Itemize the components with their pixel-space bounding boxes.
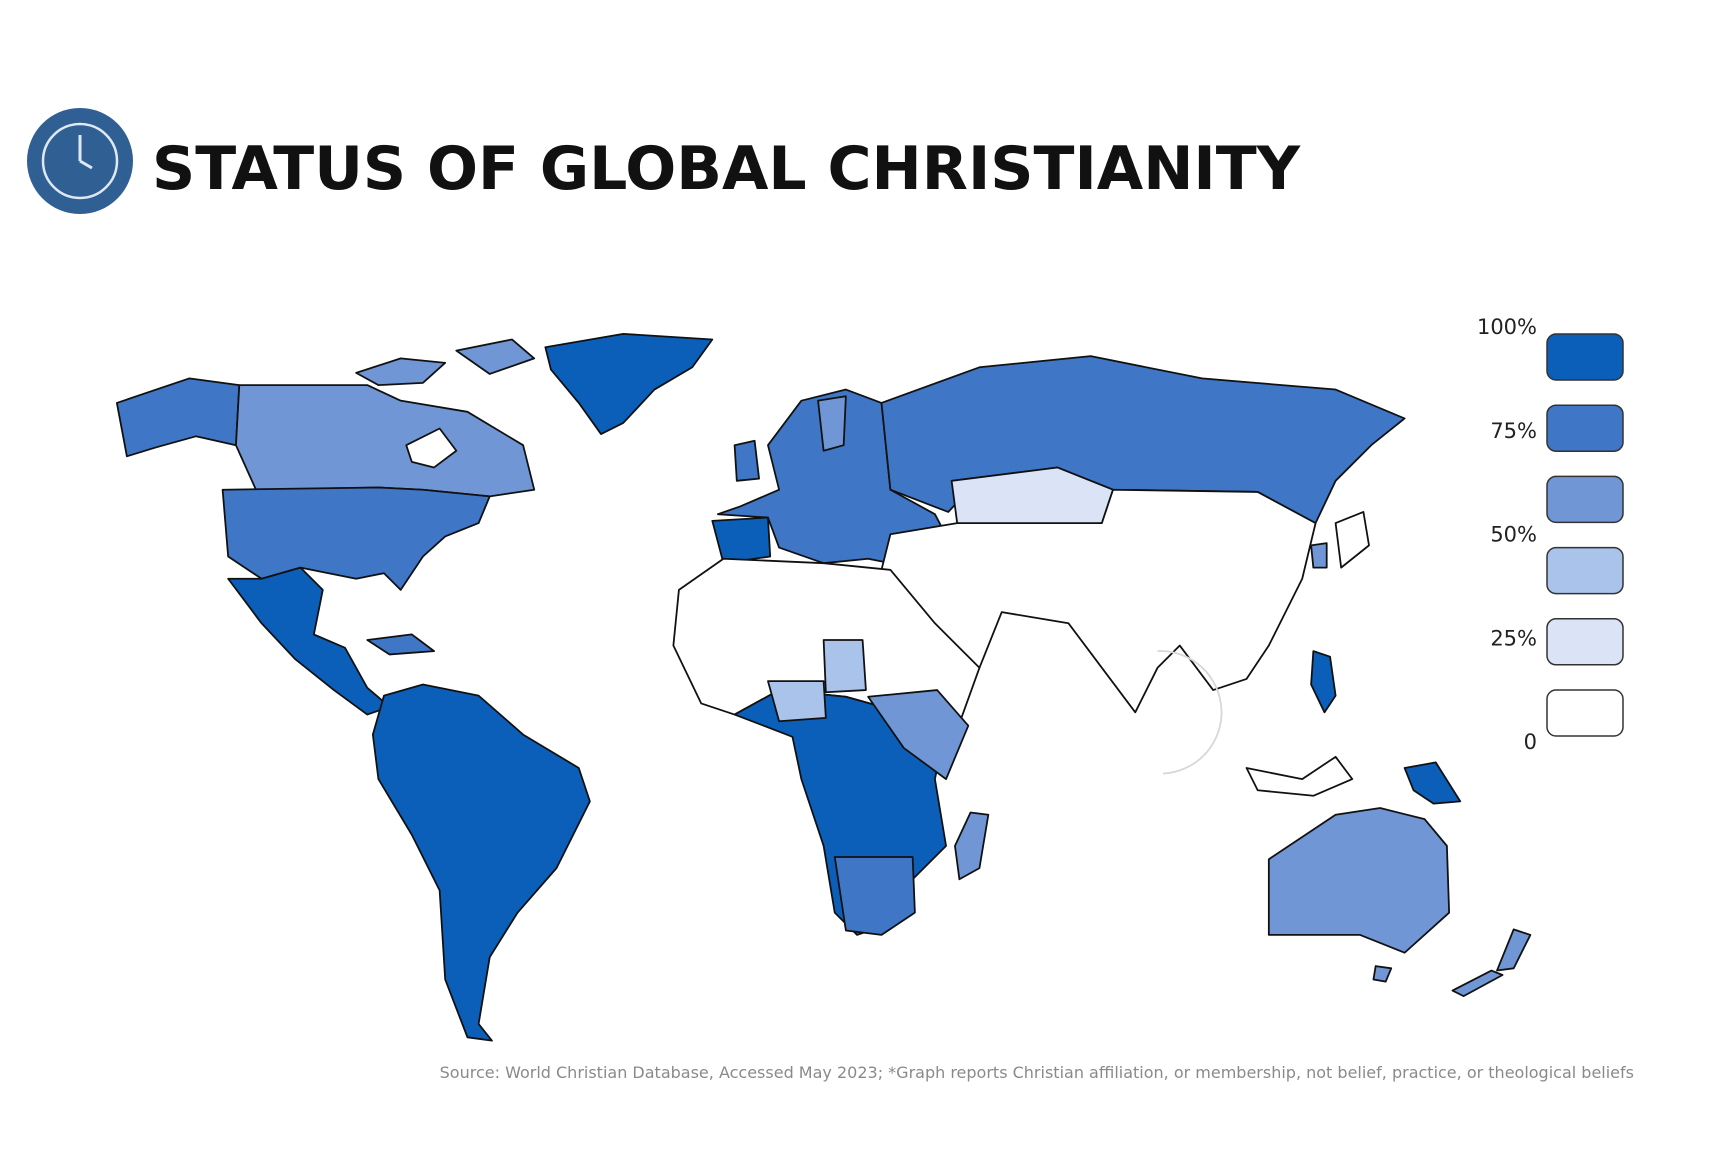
region	[833, 856, 916, 936]
region	[1451, 969, 1504, 998]
legend-label: 50%	[1490, 523, 1537, 547]
region	[1310, 542, 1328, 569]
region	[366, 633, 435, 656]
legend: 100% 75% 50% 25% 0	[1477, 315, 1624, 754]
region	[115, 377, 241, 458]
region	[355, 357, 447, 386]
region	[733, 439, 760, 482]
region	[1372, 965, 1393, 983]
region	[1334, 511, 1370, 569]
region	[716, 388, 959, 571]
region	[767, 680, 827, 723]
legend-label: 75%	[1490, 419, 1537, 443]
region	[544, 333, 714, 435]
region	[1496, 928, 1532, 972]
legend-label: 100%	[1477, 315, 1537, 339]
legend-label: 0	[1524, 730, 1537, 754]
region	[1267, 807, 1451, 954]
region	[1403, 761, 1462, 805]
region	[455, 338, 536, 375]
region	[235, 384, 536, 498]
region	[1310, 650, 1337, 714]
region	[711, 516, 772, 565]
world-map	[115, 333, 1532, 1042]
region	[1245, 755, 1354, 797]
region	[954, 811, 990, 881]
clock-icon	[27, 108, 133, 214]
legend-label: 25%	[1490, 626, 1537, 650]
region	[405, 427, 458, 469]
source-note: Source: World Christian Database, Access…	[440, 1063, 1634, 1082]
legend-swatch	[1546, 404, 1624, 452]
slide-title: STATUS OF GLOBAL CHRISTIANITY	[152, 134, 1302, 204]
legend-swatch	[1546, 689, 1624, 737]
region	[227, 566, 391, 716]
region	[371, 683, 591, 1042]
region	[867, 689, 970, 780]
legend-swatch	[1546, 333, 1624, 381]
region	[822, 639, 867, 694]
legend-swatch	[1546, 546, 1624, 595]
legend-swatch	[1546, 475, 1624, 524]
legend-swatch	[1546, 618, 1624, 666]
region	[817, 395, 847, 452]
